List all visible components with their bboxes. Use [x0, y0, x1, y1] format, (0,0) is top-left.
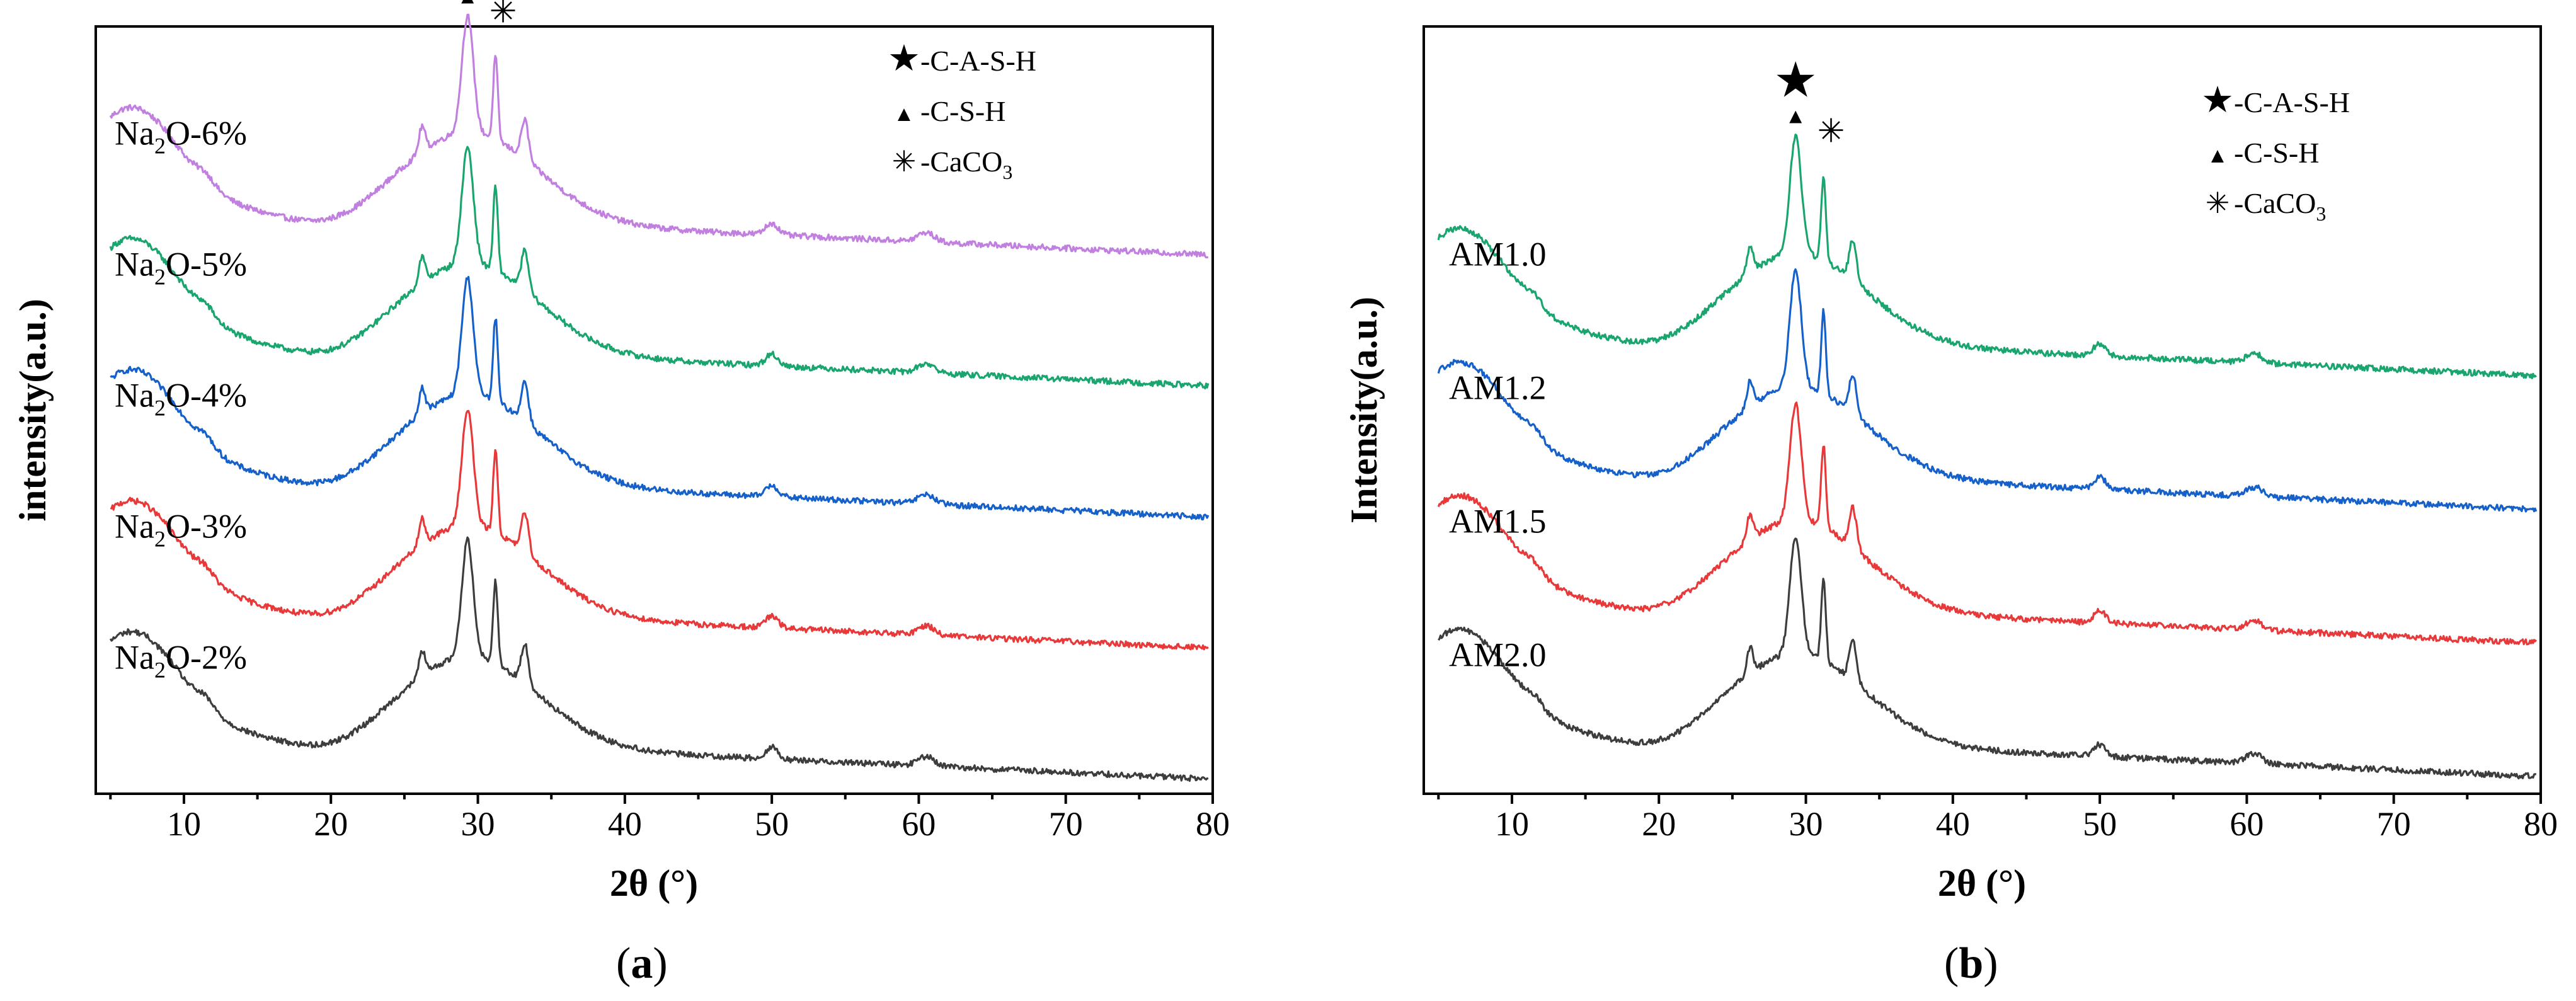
panel-b-legend: ★ -C-A-S-H ▲ -C-S-H✳ -CaCO3 [2201, 79, 2350, 225]
series-trace [110, 275, 1210, 521]
series-label: AM1.5 [1449, 503, 1547, 541]
caco3-asterisk-icon: ✳ [489, 0, 517, 30]
series-trace [109, 146, 1210, 390]
series-label: Na2O-5% [115, 246, 247, 290]
panel-b-plot-frame [1423, 25, 2542, 795]
panel-a-y-axis-title: intensity(a.u.) [12, 299, 54, 521]
x-tick-label: 30 [1789, 805, 1823, 843]
panel-b-x-axis-title: 2θ (°) [1938, 862, 2026, 904]
legend-entry-text: -C-A-S-H [920, 45, 1036, 77]
panel-a-plot-frame [94, 25, 1214, 795]
panel-a-legend: ★ -C-A-S-H ▲ -C-S-H✳ -CaCO3 [888, 38, 1036, 183]
series-trace [1438, 537, 2537, 780]
x-tick-label: 60 [902, 805, 936, 843]
legend-symbol-icon: ▲ [2207, 144, 2228, 168]
panel-b-series-labels: AM1.0 AM1.2 AM1.5 AM2.0 [1449, 236, 1547, 674]
panel-b-traces [1437, 134, 2538, 780]
series-trace [109, 536, 1209, 782]
c-s-h-triangle-icon: ▲ [457, 0, 478, 8]
series-trace [1437, 134, 2538, 380]
panel-a-peak-markers: ★▲✳ [457, 0, 517, 30]
x-tick-label: 10 [167, 805, 201, 843]
panel-b-label: (b) [1944, 939, 1998, 988]
legend-entry-text: -CaCO3 [2234, 187, 2326, 225]
series-trace [1437, 268, 2538, 513]
x-tick-label: 80 [1196, 805, 1230, 843]
legend-symbol-icon: ★ [888, 38, 920, 79]
panel-b-y-axis-title: Intensity(a.u.) [1343, 297, 1385, 523]
legend-symbol-icon: ★ [2201, 79, 2234, 120]
c-a-s-h-star-icon: ★ [1773, 53, 1818, 108]
x-tick-label: 50 [755, 805, 789, 843]
legend-symbol-icon: ✳ [892, 146, 917, 178]
legend-entry-text: -CaCO3 [920, 146, 1012, 183]
series-label: AM2.0 [1449, 636, 1547, 674]
panel-a-x-ticks: 10 20 30 40 50 60 70 80 [109, 794, 1230, 843]
legend-entry-text: -C-S-H [2234, 137, 2319, 169]
series-label: AM1.0 [1449, 236, 1547, 273]
series-label: Na2O-3% [115, 508, 247, 552]
series-label: AM1.2 [1449, 369, 1547, 407]
series-label: Na2O-6% [115, 115, 247, 159]
panel-b-x-ticks: 10 20 30 40 50 60 70 80 [1437, 794, 2558, 843]
caco3-asterisk-icon: ✳ [1818, 114, 1845, 150]
panel-a-chart: 10 20 30 40 50 60 70 80 Na2O-6%Na2O-5%Na2O-4%Na… [12, 0, 1230, 988]
x-tick-label: 40 [608, 805, 642, 843]
c-s-h-triangle-icon: ▲ [1785, 105, 1806, 129]
x-tick-label: 20 [314, 805, 348, 843]
x-tick-label: 50 [2083, 805, 2117, 843]
x-tick-label: 20 [1642, 805, 1676, 843]
series-label: Na2O-4% [115, 377, 247, 421]
x-tick-label: 70 [2377, 805, 2411, 843]
panel-a-series-labels: Na2O-6% Na2O-5% Na2O-4% Na2O-3% Na2O-2% [115, 115, 247, 683]
legend-symbol-icon: ▲ [893, 103, 915, 126]
x-tick-label: 10 [1495, 805, 1529, 843]
x-tick-label: 70 [1049, 805, 1083, 843]
legend-entry-text: -C-S-H [920, 95, 1005, 127]
x-tick-label: 60 [2230, 805, 2264, 843]
series-trace [109, 13, 1208, 259]
legend-symbol-icon: ✳ [2206, 187, 2230, 219]
series-trace [110, 409, 1209, 651]
panel-a-label: (a) [616, 939, 668, 988]
x-tick-label: 40 [1936, 805, 1970, 843]
x-tick-label: 30 [461, 805, 495, 843]
legend-entry-text: -C-A-S-H [2234, 86, 2350, 118]
panel-b-peak-markers: ★▲ ✳ [1773, 53, 1845, 150]
x-tick-label: 80 [2524, 805, 2558, 843]
series-trace [1437, 401, 2538, 646]
panel-a-traces [109, 13, 1210, 782]
series-label: Na2O-2% [115, 639, 247, 683]
panel-a-x-axis-title: 2θ (°) [610, 862, 698, 904]
